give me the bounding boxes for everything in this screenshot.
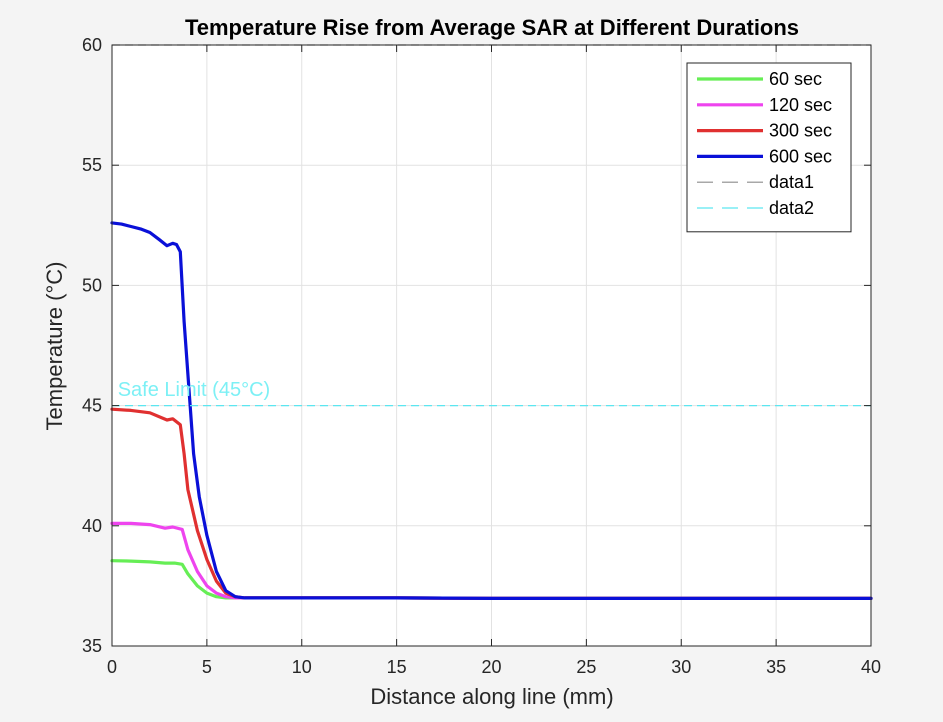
legend-label: 60 sec	[769, 69, 822, 89]
y-tick-label: 40	[82, 516, 102, 536]
y-tick-label: 50	[82, 275, 102, 295]
series-group	[110, 44, 873, 601]
x-tick-label: 5	[202, 657, 212, 677]
chart-title: Temperature Rise from Average SAR at Dif…	[185, 15, 799, 40]
legend: 60 sec 120 sec 300 sec 600 sec data1 data2	[686, 62, 852, 233]
x-tick-label: 35	[766, 657, 786, 677]
x-tick-label: 10	[292, 657, 312, 677]
y-tick-label: 45	[82, 396, 102, 416]
legend-label: 600 sec	[769, 146, 832, 166]
legend-label: 300 sec	[769, 121, 832, 141]
legend-box	[686, 62, 852, 233]
ticks: 0 5 10 15 20 25 30 35 40 35 40 45 50 55 60	[82, 35, 881, 677]
x-tick-label: 30	[671, 657, 691, 677]
x-tick-label: 20	[481, 657, 501, 677]
legend-label: data1	[769, 172, 814, 192]
x-tick-label: 40	[861, 657, 881, 677]
annotations: Safe Limit (45°C)	[118, 379, 271, 401]
y-tick-label: 60	[82, 35, 102, 55]
x-axis-label: Distance along line (mm)	[370, 684, 613, 709]
y-tick-label: 55	[82, 155, 102, 175]
x-tick-label: 25	[576, 657, 596, 677]
legend-label: data2	[769, 198, 814, 218]
x-tick-label: 0	[107, 657, 117, 677]
x-tick-label: 15	[387, 657, 407, 677]
y-axis-label: Temperature (°C)	[42, 262, 67, 431]
legend-label: 120 sec	[769, 95, 832, 115]
y-tick-label: 35	[82, 636, 102, 656]
series-line-600-sec	[110, 221, 873, 601]
annotation-label: Safe Limit (45°C)	[118, 379, 271, 401]
